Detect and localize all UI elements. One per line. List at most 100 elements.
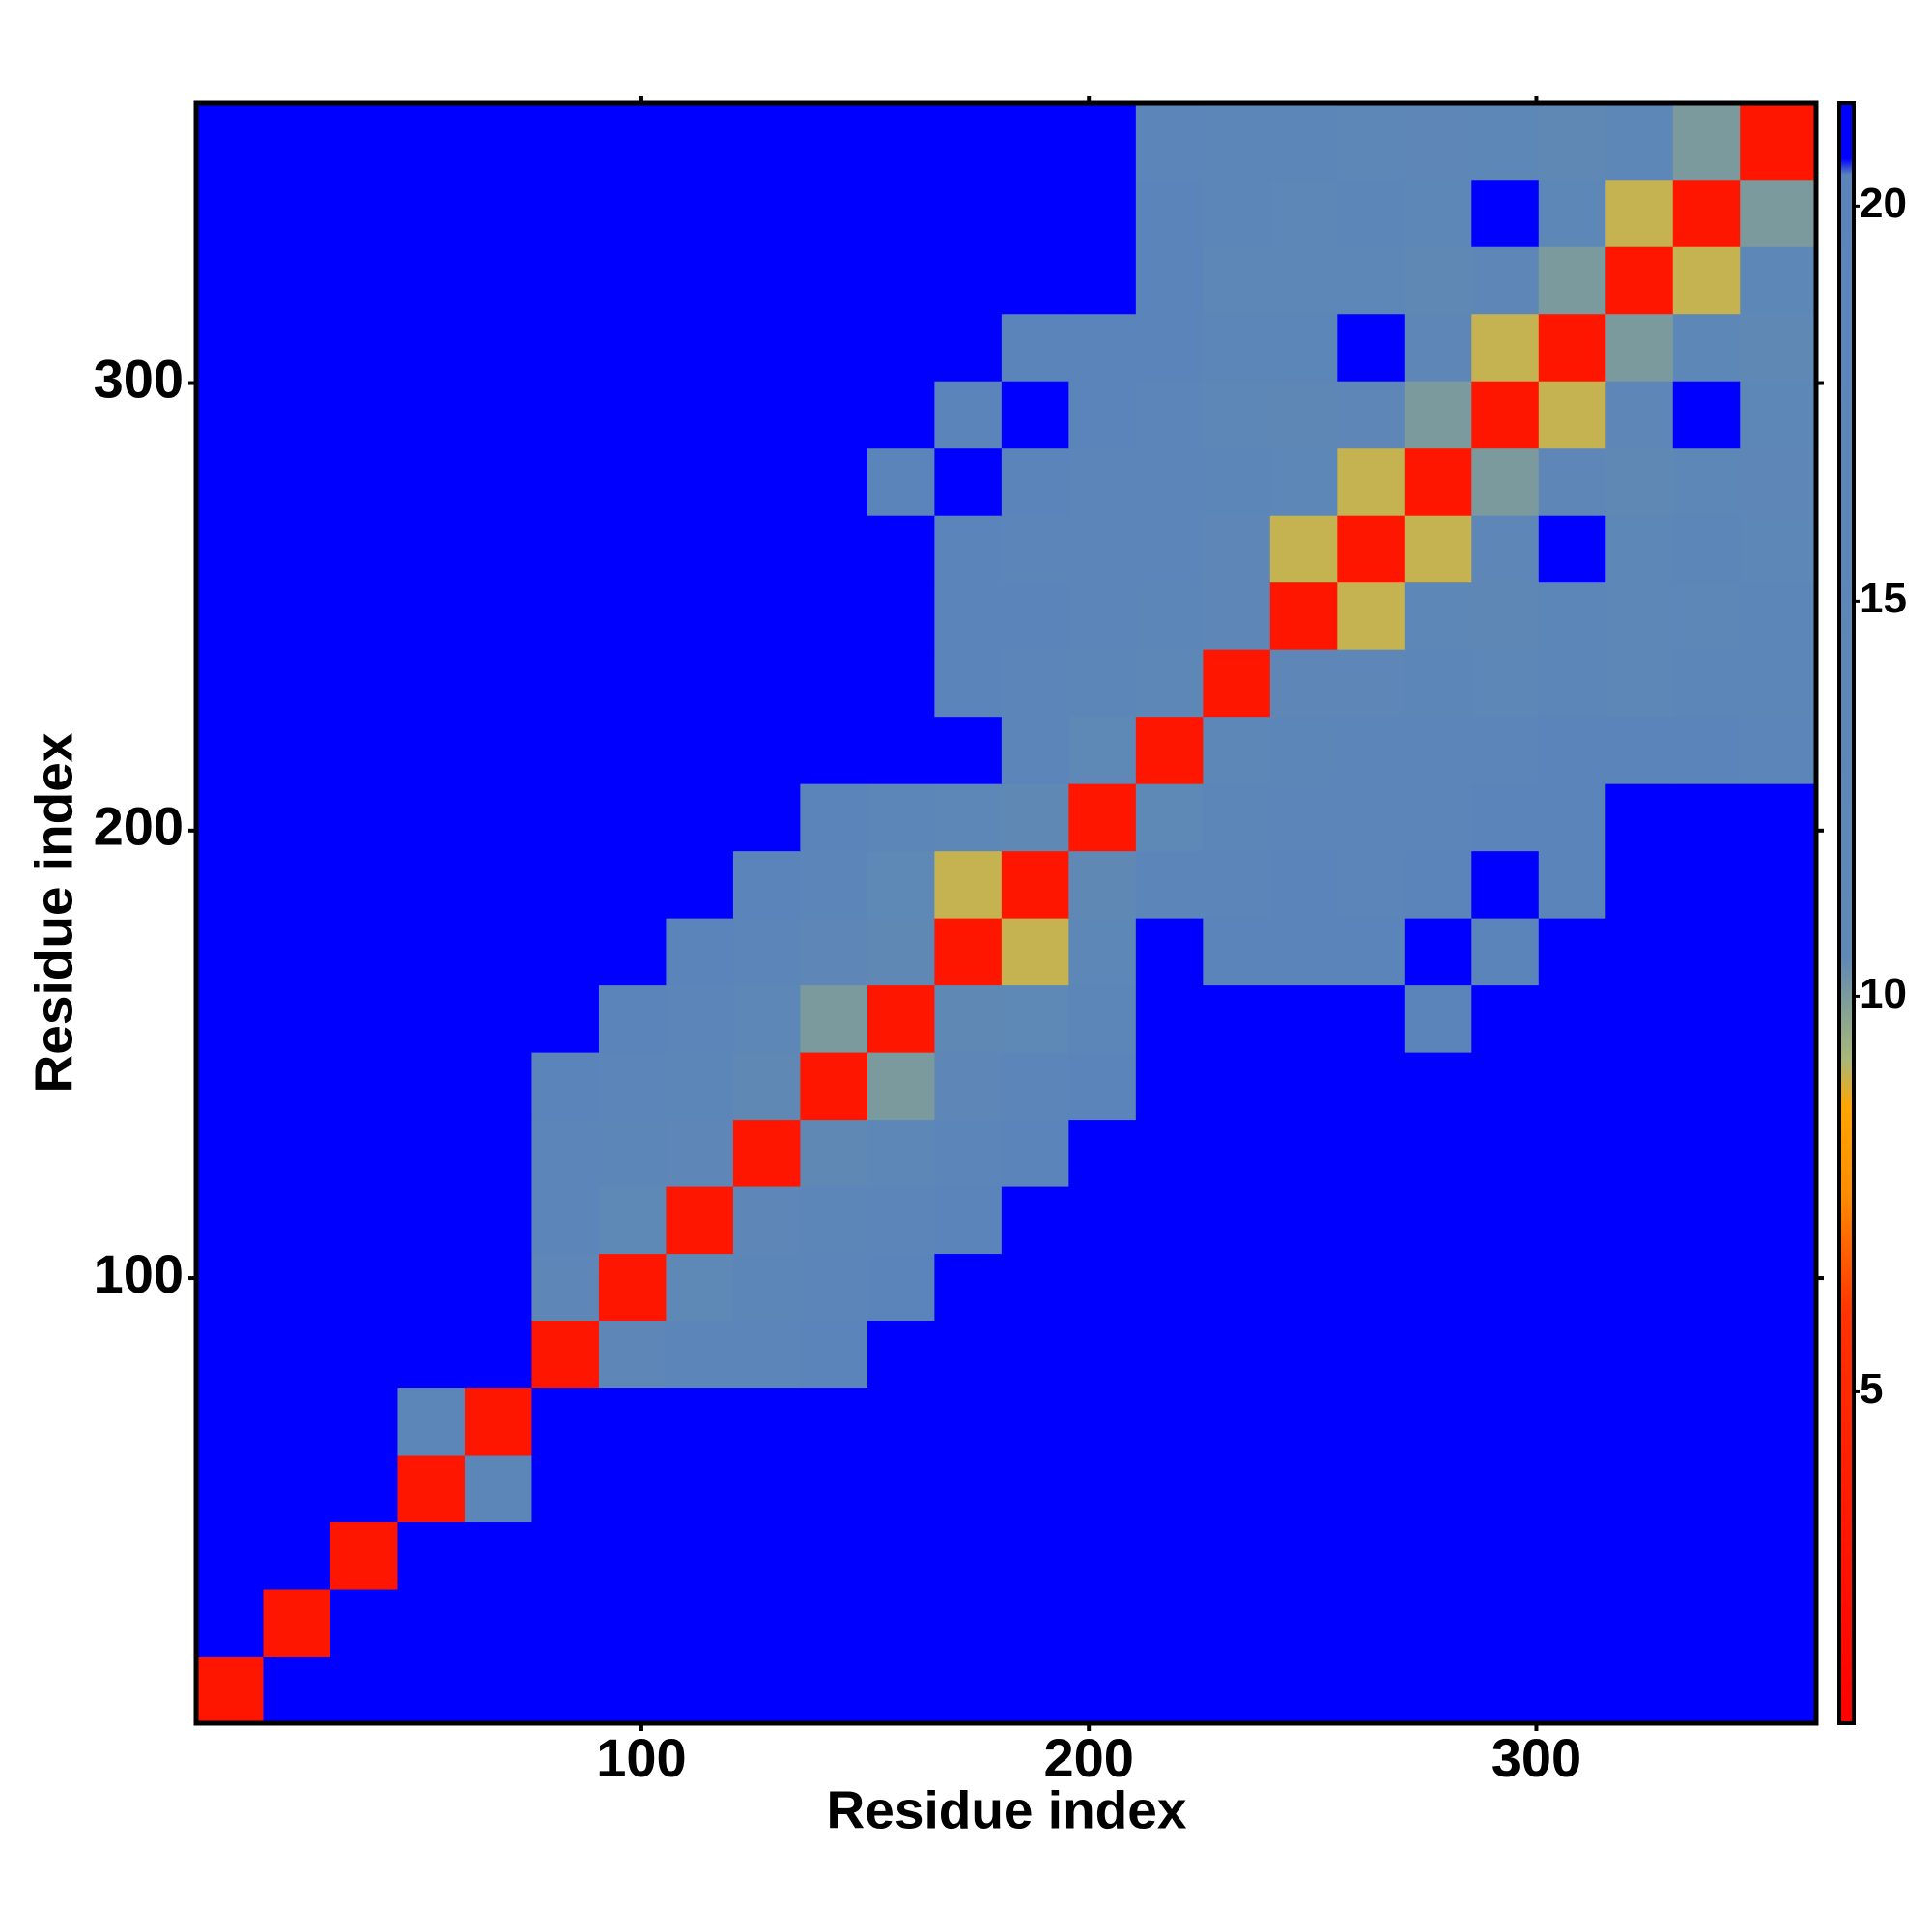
heatmap-cell [1404, 1521, 1472, 1590]
heatmap-cell [196, 649, 264, 718]
heatmap-cell [196, 447, 264, 516]
heatmap-cell [1337, 918, 1406, 986]
heatmap-cell [598, 1521, 667, 1590]
heatmap-cell [1605, 246, 1674, 315]
heatmap-cell [732, 381, 801, 449]
heatmap-cell [263, 246, 331, 315]
heatmap-cell [329, 582, 398, 650]
heatmap-cell [1337, 103, 1406, 181]
heatmap-cell [732, 1253, 801, 1321]
heatmap-cell [1471, 246, 1540, 315]
heatmap-cell [1135, 179, 1204, 247]
heatmap-cell [1337, 1521, 1406, 1590]
heatmap-cell [1740, 1656, 1817, 1724]
heatmap-cell [1269, 313, 1338, 382]
heatmap-cell [1471, 1387, 1540, 1456]
heatmap-cell [800, 103, 868, 181]
heatmap-cell [1672, 447, 1741, 516]
colorbar-segment [1839, 158, 1854, 176]
heatmap-cell [329, 1186, 398, 1255]
heatmap-cell [263, 1119, 331, 1187]
heatmap-cell [329, 1321, 398, 1389]
heatmap-cell [800, 716, 868, 784]
heatmap-cell [1135, 1052, 1204, 1121]
heatmap-cell [1269, 1589, 1338, 1658]
heatmap-cell [1337, 1253, 1406, 1321]
heatmap-cell [800, 1321, 868, 1389]
heatmap-cell [1605, 447, 1674, 516]
heatmap-cell [800, 649, 868, 718]
heatmap-cell [598, 918, 667, 986]
heatmap-cell [800, 918, 868, 986]
heatmap-cell [598, 783, 667, 852]
heatmap-cell [1471, 649, 1540, 718]
heatmap-cell [934, 179, 1003, 247]
heatmap-cell [397, 1052, 466, 1121]
heatmap-cell [397, 1589, 466, 1658]
heatmap-cell [464, 1186, 532, 1255]
heatmap-cell [800, 1521, 868, 1590]
heatmap-cell [1203, 850, 1271, 919]
heatmap-cell [1001, 313, 1069, 382]
heatmap-cell [1135, 1589, 1204, 1658]
heatmap-cell [666, 1387, 734, 1456]
heatmap-cell [598, 1589, 667, 1658]
heatmap-cell [531, 1589, 600, 1658]
heatmap-cell [263, 1052, 331, 1121]
heatmap-cell [732, 1656, 801, 1724]
heatmap-cell [329, 313, 398, 382]
plot-frame [193, 100, 1819, 1726]
heatmap-cell [1203, 1521, 1271, 1590]
heatmap-cell [1269, 1119, 1338, 1187]
heatmap-cell [1740, 313, 1817, 382]
heatmap-cell [1538, 179, 1606, 247]
heatmap-cell [1672, 1387, 1741, 1456]
heatmap-cell [1740, 1186, 1817, 1255]
x-axis-title: Residue index [827, 1780, 1187, 1840]
heatmap-cell [1538, 103, 1606, 181]
heatmap-cell [397, 1455, 466, 1523]
heatmap-cell [598, 179, 667, 247]
heatmap-cell [1471, 1119, 1540, 1187]
heatmap-cell [1068, 582, 1137, 650]
heatmap-cell [1135, 1186, 1204, 1255]
heatmap-cell [464, 1656, 532, 1724]
heatmap-cell [598, 381, 667, 449]
heatmap-cell [263, 1656, 331, 1724]
heatmap-cell [464, 1455, 532, 1523]
heatmap-cell [196, 1119, 264, 1187]
heatmap-cell [1269, 1186, 1338, 1255]
heatmap-cell [1337, 313, 1406, 382]
heatmap-cell [1068, 1521, 1137, 1590]
heatmap-cell [598, 447, 667, 516]
heatmap-cell [1337, 1589, 1406, 1658]
heatmap-cell [867, 582, 935, 650]
heatmap-cell [1605, 582, 1674, 650]
heatmap-cell [263, 1589, 331, 1658]
colorbar-frame [1837, 101, 1856, 1725]
heatmap-cell [1001, 1387, 1069, 1456]
heatmap-cell [732, 850, 801, 919]
heatmap-cell [397, 1521, 466, 1590]
heatmap-cell [464, 1119, 532, 1187]
heatmap-cell [666, 716, 734, 784]
heatmap-cell [934, 246, 1003, 315]
heatmap-cell [1404, 246, 1472, 315]
heatmap-cell [1269, 1521, 1338, 1590]
heatmap-cell [1740, 984, 1817, 1053]
heatmap-cell [1538, 1521, 1606, 1590]
heatmap-cell [598, 984, 667, 1053]
heatmap-cell [263, 179, 331, 247]
heatmap-cell [1605, 515, 1674, 583]
heatmap-cell [1404, 984, 1472, 1053]
heatmap-cell [464, 984, 532, 1053]
heatmap-cell [263, 447, 331, 516]
heatmap-cell [598, 1186, 667, 1255]
heatmap-cell [732, 103, 801, 181]
heatmap-cell [1740, 447, 1817, 516]
heatmap-cell [732, 1321, 801, 1389]
heatmap-cell [1203, 381, 1271, 449]
heatmap-cell [1740, 1052, 1817, 1121]
heatmap-cell [1605, 984, 1674, 1053]
heatmap-cell [1471, 1589, 1540, 1658]
